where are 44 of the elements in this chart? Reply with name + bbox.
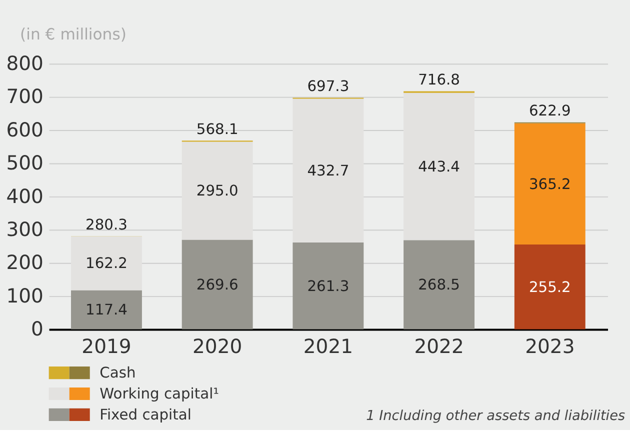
bar xyxy=(71,236,142,290)
data-label: 365.2 xyxy=(528,176,571,193)
total-label: 697.3 xyxy=(307,78,350,95)
bar xyxy=(514,123,586,245)
bar xyxy=(71,290,142,330)
y-tick-label: 0 xyxy=(31,318,44,341)
y-tick-label: 300 xyxy=(6,218,44,241)
y-tick-label: 800 xyxy=(6,52,44,75)
bar xyxy=(292,242,364,330)
bar xyxy=(182,240,253,330)
y-tick-label: 600 xyxy=(6,118,44,142)
total-label: 716.8 xyxy=(418,71,460,88)
data-label: 295.0 xyxy=(196,182,238,200)
y-tick-label: 500 xyxy=(6,152,44,175)
bar xyxy=(514,244,586,330)
x-tick-label: 2022 xyxy=(414,335,464,358)
legend-label: Fixed capital xyxy=(100,406,192,424)
y-tick-label: 100 xyxy=(6,284,44,308)
y-tick-label: 700 xyxy=(6,85,44,108)
data-label: 261.3 xyxy=(307,278,350,295)
data-label: 269.6 xyxy=(196,276,238,294)
y-tick-label: 400 xyxy=(6,184,44,208)
x-tick-label: 2019 xyxy=(82,335,132,358)
total-label: 622.9 xyxy=(528,102,571,120)
bar xyxy=(292,98,364,243)
total-label: 568.1 xyxy=(196,120,238,138)
data-label: 117.4 xyxy=(86,302,128,319)
legend-label: Cash xyxy=(100,364,136,382)
bar xyxy=(404,92,475,240)
total-label: 280.3 xyxy=(86,216,128,234)
data-label: 443.4 xyxy=(418,158,460,176)
data-label: 268.5 xyxy=(418,276,460,294)
bar xyxy=(182,142,253,240)
y-tick-label: 200 xyxy=(6,251,44,274)
data-label: 255.2 xyxy=(528,278,571,296)
data-label: 162.2 xyxy=(86,255,128,272)
bar xyxy=(404,240,475,330)
text: 1 Including other assets and liabilities xyxy=(366,408,626,424)
x-tick-label: 2023 xyxy=(525,335,575,358)
legend-label: Working capital¹ xyxy=(100,386,220,403)
y-axis-title: (in € millions) xyxy=(20,26,126,44)
data-label: 432.7 xyxy=(307,162,350,180)
x-tick-label: 2020 xyxy=(192,335,242,358)
x-tick-label: 2021 xyxy=(303,335,354,358)
